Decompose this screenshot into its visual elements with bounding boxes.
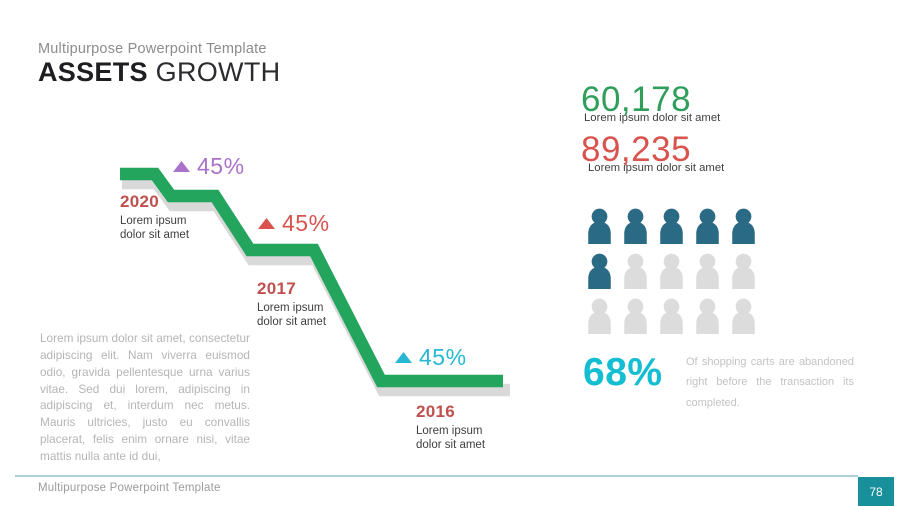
stat-red-caption: Lorem ipsum dolor sit amet [588,162,725,174]
stat-red-value: 89,235 [581,130,692,169]
person-icon [657,253,693,298]
person-icon [729,298,765,343]
marker-2020-value: 45% [197,153,245,179]
year-2017-caption: Lorem ipsum dolor sit amet [257,302,327,328]
slide-kicker: Multipurpose Powerpoint Template [38,41,267,57]
marker-2020: 45% [173,155,245,178]
person-icon [657,298,693,343]
person-icon [585,208,621,253]
footer-divider [15,475,858,477]
year-2020: 2020 [120,192,160,211]
marker-2016: 45% [395,346,467,369]
triangle-up-icon [258,218,275,229]
year-2020-caption: Lorem ipsum dolor sit amet [120,215,190,241]
person-icon [693,208,729,253]
year-label-2016: 2016 Lorem ipsum dolor sit amet [416,402,485,452]
person-icon [729,208,765,253]
stat-green-value: 60,178 [581,80,692,119]
person-icon [693,253,729,298]
person-icon [621,208,657,253]
stat-green-caption: Lorem ipsum dolor sit amet [584,112,721,124]
people-grid [585,208,765,343]
marker-2017: 45% [258,212,330,235]
page-number-badge: 78 [858,477,894,506]
person-icon [657,208,693,253]
year-2016-caption: Lorem ipsum dolor sit amet [416,425,486,451]
page-title: ASSETS GROWTH [38,57,280,88]
triangle-up-icon [395,352,412,363]
person-icon [729,253,765,298]
year-2017: 2017 [257,279,297,298]
footer-text: Multipurpose Powerpoint Template [38,482,221,494]
body-paragraph: Lorem ipsum dolor sit amet, consectetur … [40,331,250,464]
person-icon [693,298,729,343]
year-2016: 2016 [416,402,456,421]
person-icon [621,253,657,298]
percent-stat-value: 68% [583,351,663,394]
page-title-bold: ASSETS [38,57,148,87]
person-icon [585,253,621,298]
page-title-light: GROWTH [155,57,281,87]
year-label-2020: 2020 Lorem ipsum dolor sit amet [120,192,189,242]
triangle-up-icon [173,161,190,172]
marker-2016-value: 45% [419,344,467,370]
marker-2017-value: 45% [282,210,330,236]
percent-stat-caption: Of shopping carts are abandoned right be… [686,356,854,409]
year-label-2017: 2017 Lorem ipsum dolor sit amet [257,279,326,329]
person-icon [585,298,621,343]
person-icon [621,298,657,343]
